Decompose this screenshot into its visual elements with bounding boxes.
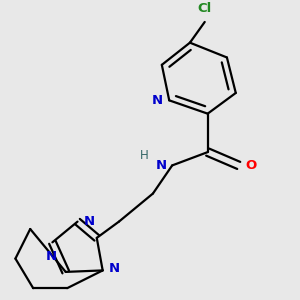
Text: H: H [140, 148, 148, 162]
Text: N: N [156, 159, 167, 172]
Text: N: N [109, 262, 120, 275]
Text: N: N [45, 250, 56, 263]
Text: N: N [152, 94, 163, 107]
Text: N: N [84, 215, 95, 228]
Text: O: O [245, 159, 256, 172]
Text: Cl: Cl [198, 2, 212, 16]
